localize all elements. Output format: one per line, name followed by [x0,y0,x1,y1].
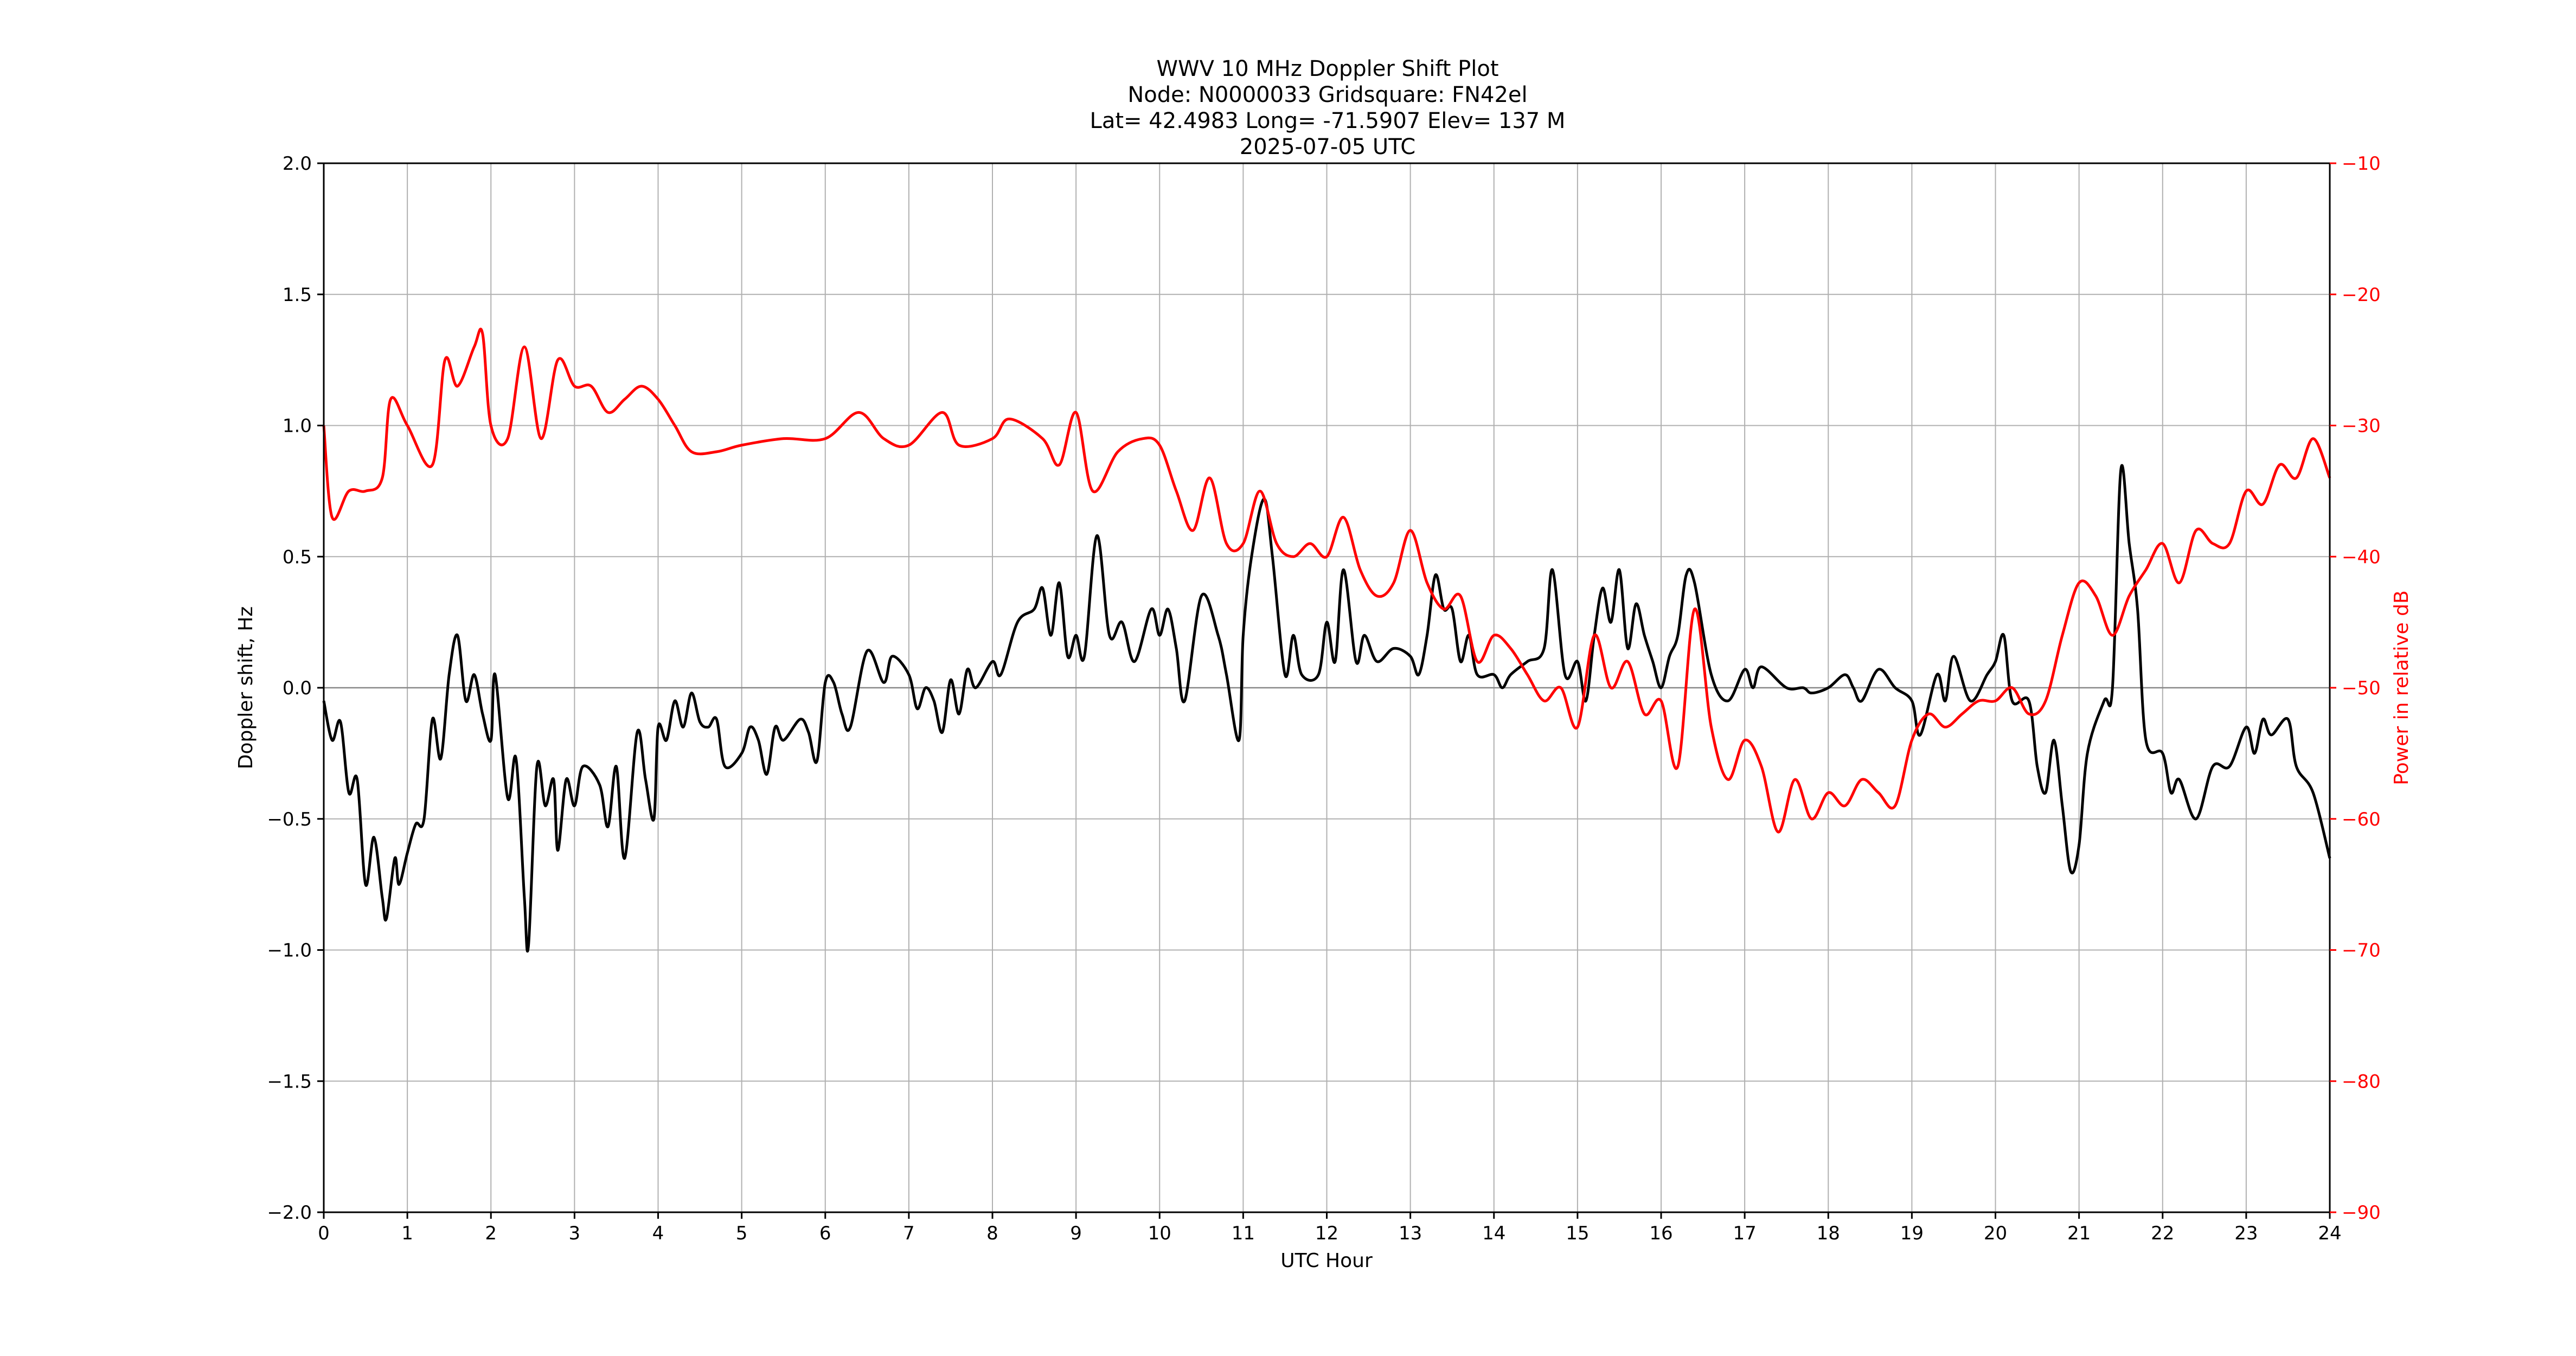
grid [323,163,2330,1213]
x-tick-label: 8 [986,1223,998,1244]
y2-tick-label: −30 [2342,415,2381,437]
x-tick-label: 1 [401,1223,413,1244]
y-tick-label: −0.5 [267,809,312,830]
x-tick-label: 9 [1070,1223,1082,1244]
x-tick-label: 7 [903,1223,915,1244]
x-tick-label: 10 [1148,1223,1171,1244]
y2-tick-label: −10 [2342,153,2381,175]
y2-tick-label: −40 [2342,546,2381,568]
x-tick-label: 21 [2067,1223,2091,1244]
doppler-series-line [322,464,2331,953]
y-tick-label: −1.5 [267,1071,312,1092]
x-tick-label: 5 [736,1223,748,1244]
y2-axis-label: Power in relative dB [2391,590,2413,785]
x-tick-label: 18 [1817,1223,1840,1244]
y2-tick-label: −70 [2342,940,2381,962]
x-tick-label: 3 [569,1223,581,1244]
x-tick-label: 20 [1984,1223,2007,1244]
y-tick-label: 0.5 [283,546,312,568]
series-layer [322,328,2331,953]
y-tick-label: 1.0 [283,415,312,437]
x-tick-label: 19 [1900,1223,1924,1244]
x-tick-label: 16 [1649,1223,1673,1244]
ticks: 0 1 2 3 4 5 6 7 8 9 10 11 12 13 14 15 16 17 18 19 20 21 22 23 24… [267,153,2380,1244]
x-tick-label: 23 [2234,1223,2258,1244]
x-tick-label: 12 [1315,1223,1338,1244]
x-axis-label: UTC Hour [1280,1250,1373,1272]
y2-tick-label: −60 [2342,809,2381,830]
title-line-1: WWV 10 MHz Doppler Shift Plot [1156,56,1498,81]
x-tick-label: 24 [2318,1223,2341,1244]
x-tick-label: 17 [1733,1223,1756,1244]
x-tick-label: 2 [485,1223,497,1244]
x-tick-label: 6 [819,1223,831,1244]
y-tick-label: 0.0 [283,677,312,699]
y2-tick-label: −80 [2342,1071,2381,1092]
x-tick-label: 0 [318,1223,330,1244]
y-tick-label: 1.5 [283,284,312,306]
y2-tick-label: −20 [2342,284,2381,306]
x-tick-label: 4 [652,1223,664,1244]
y2-tick-label: −90 [2342,1202,2381,1224]
title-line-2: Node: N0000033 Gridsquare: FN42el [1127,82,1527,107]
y2-tick-label: −50 [2342,677,2381,699]
x-tick-label: 11 [1232,1223,1255,1244]
title-line-3: Lat= 42.4983 Long= -71.5907 Elev= 137 M [1090,108,1566,133]
power-series-line [322,328,2331,834]
y-tick-label: −2.0 [267,1202,312,1224]
chart-title: WWV 10 MHz Doppler Shift Plot Node: N000… [1090,56,1566,159]
x-tick-label: 22 [2151,1223,2174,1244]
x-tick-label: 15 [1566,1223,1589,1244]
y-tick-label: −1.0 [267,940,312,962]
x-tick-label: 14 [1482,1223,1505,1244]
x-tick-label: 13 [1399,1223,1422,1244]
y-tick-label: 2.0 [283,153,312,175]
y-axis-label: Doppler shift, Hz [235,606,257,769]
title-line-4: 2025-07-05 UTC [1240,135,1415,159]
